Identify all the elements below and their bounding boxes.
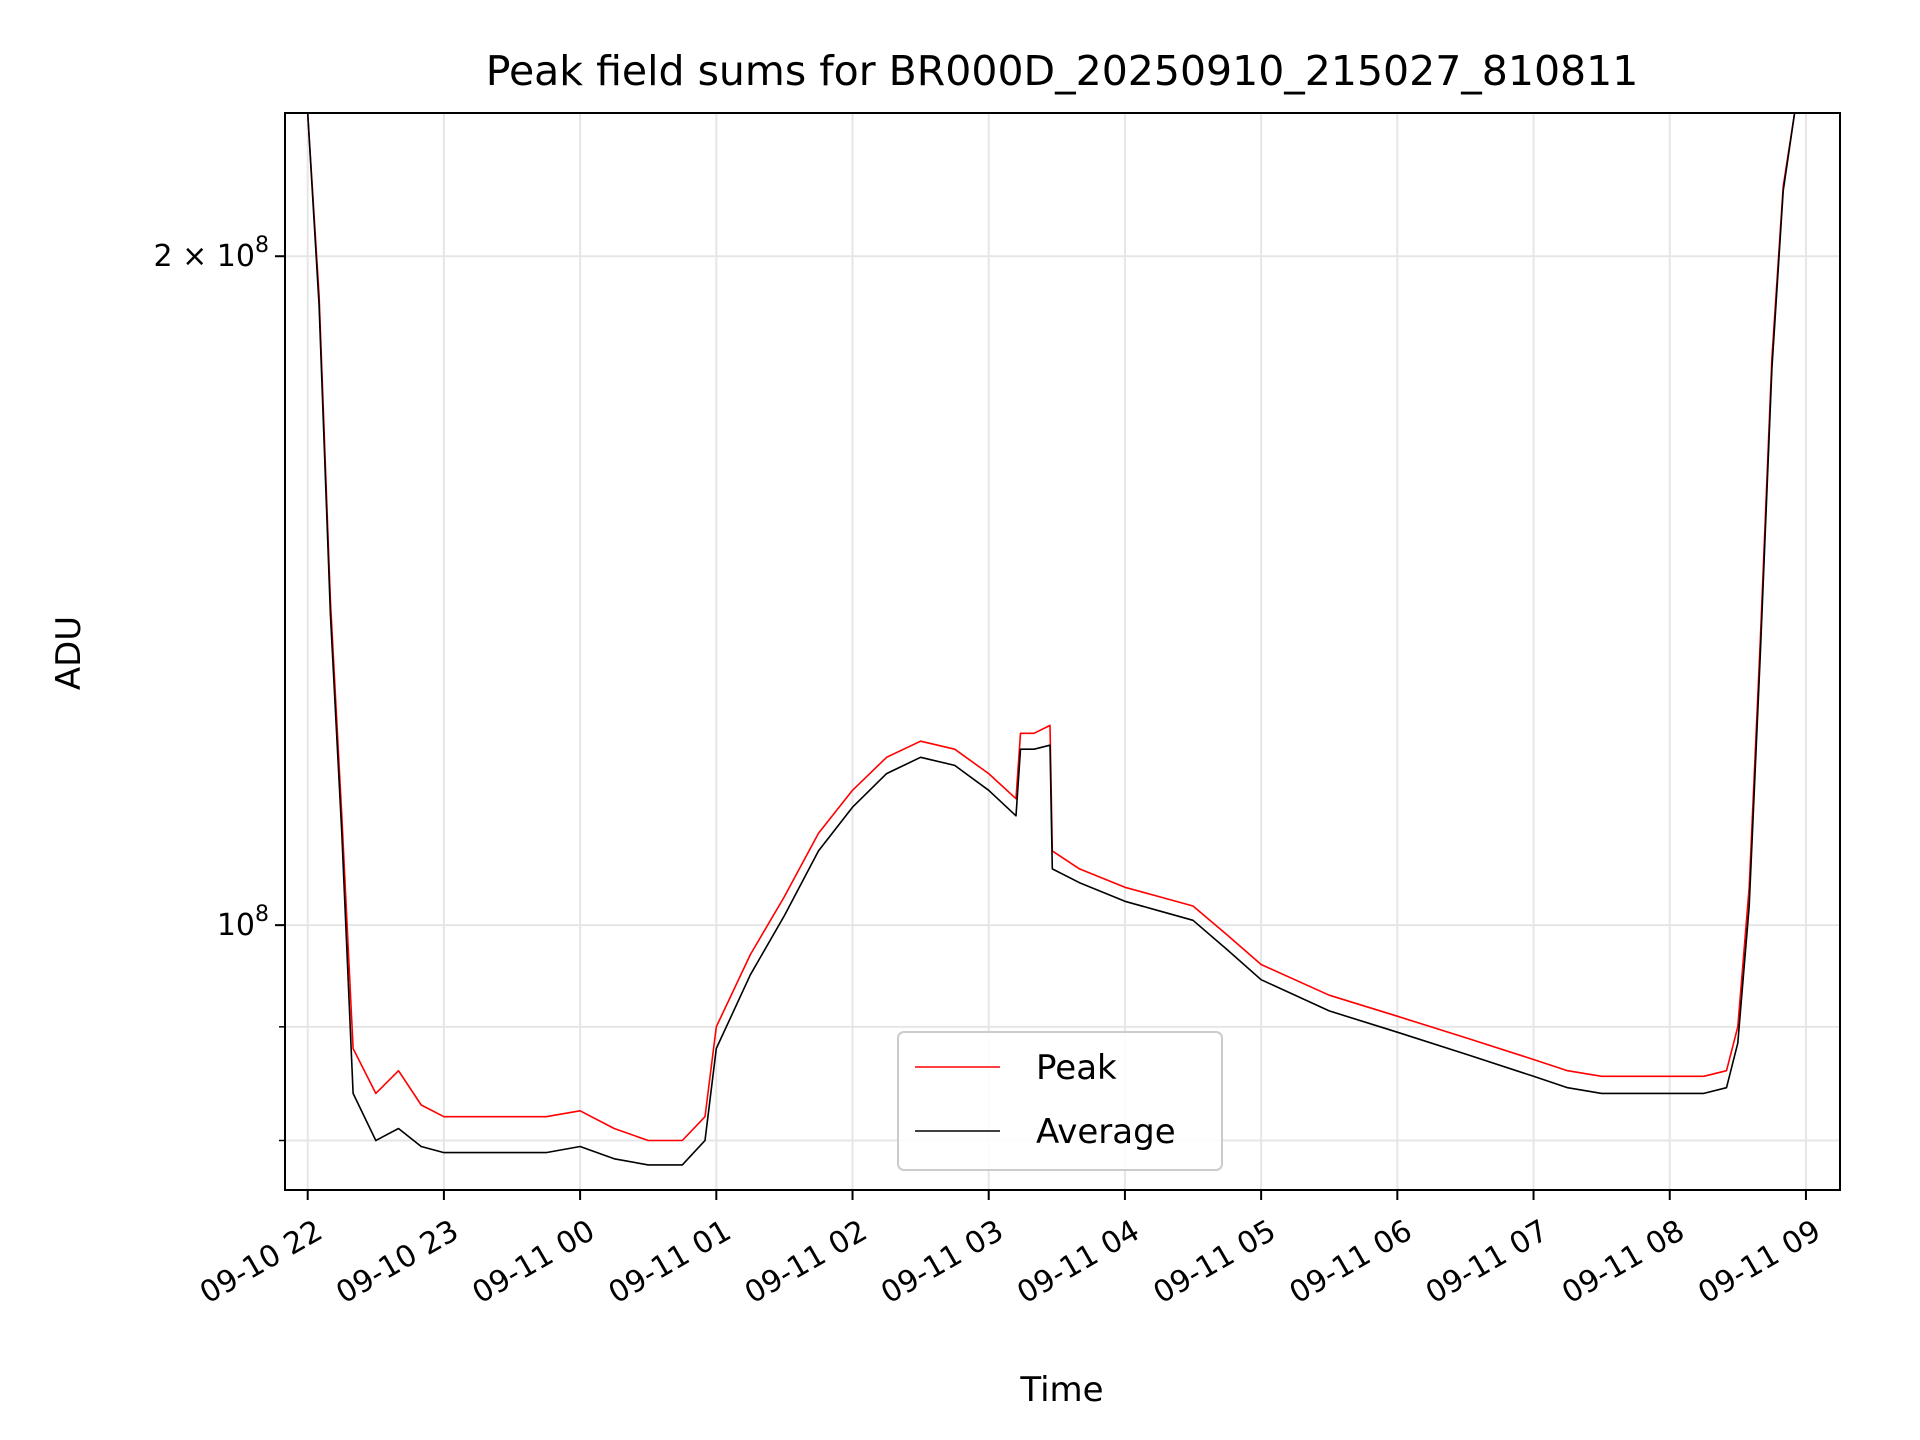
y-tick-label: 108 — [217, 902, 269, 943]
y-tick-label: 2 × 108 — [154, 233, 269, 274]
plot-area — [306, 113, 1796, 1166]
chart-title: Peak field sums for BR000D_20250910_2150… — [486, 47, 1639, 95]
x-axis-label: Time — [1019, 1370, 1103, 1410]
legend: Peak Average — [897, 1031, 1223, 1171]
series-line-average — [306, 113, 1796, 1166]
legend-label-peak: Peak — [1036, 1048, 1117, 1088]
series-line-peak — [306, 113, 1796, 1142]
y-axis-label: ADU — [49, 616, 89, 690]
plot-frame — [284, 112, 1841, 1191]
legend-label-average: Average — [1036, 1112, 1176, 1152]
y-axis: 2 × 108 108 — [154, 233, 285, 1142]
